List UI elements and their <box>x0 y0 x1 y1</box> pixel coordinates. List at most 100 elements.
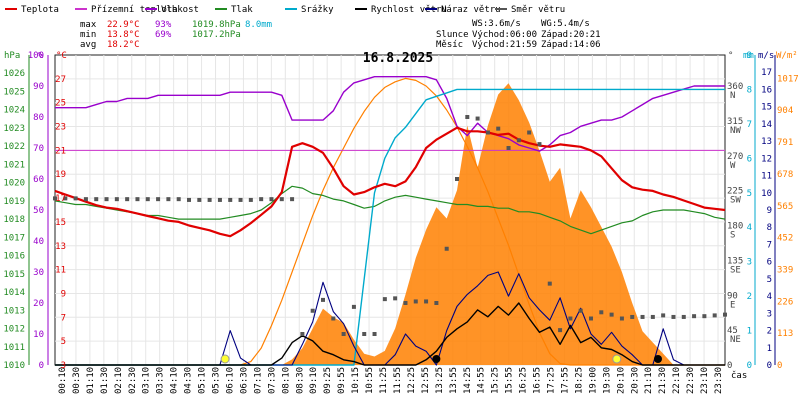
humidity-tick: 30 <box>33 268 44 278</box>
pressure-tick: 1020 <box>3 179 25 189</box>
stats-value: avg <box>80 40 96 50</box>
wind-dir-name: SW <box>730 196 741 206</box>
x-tick-label: 22:10 <box>672 367 682 394</box>
wind-dir-point <box>527 130 532 135</box>
solar-tick: 904 <box>777 106 793 116</box>
wind-speed-tick: 12 <box>761 154 772 164</box>
x-tick-label: 19:00 <box>588 367 598 394</box>
wind-dir-point <box>321 297 325 302</box>
temperature-tick: 3 <box>61 361 66 371</box>
pressure-tick: 1022 <box>3 142 25 152</box>
wind-dir-point <box>609 312 614 317</box>
wind-dir-point <box>650 314 655 319</box>
solar-tick: 452 <box>777 234 793 244</box>
wind-speed-tick: 14 <box>761 120 772 130</box>
wind-dir-tick: 270 <box>727 152 743 162</box>
stats-wind-speed: WS:3.6m/s <box>472 19 521 29</box>
humidity-tick: 40 <box>33 237 44 247</box>
wind-dir-tick: 225 <box>727 187 743 197</box>
x-tick-label: 12:55 <box>421 367 431 394</box>
rain-unit: mm <box>743 51 754 61</box>
wind-dir-point <box>681 314 686 319</box>
x-tick-label: 04:10 <box>170 367 180 394</box>
moon-marker <box>432 355 441 363</box>
wind-dir-name: N <box>730 91 735 101</box>
wind-dir-point <box>156 197 161 202</box>
wind-dir-point <box>516 138 521 143</box>
wind-dir-point <box>228 197 233 202</box>
stats-value: 13.8°C <box>107 30 140 40</box>
wind-dir-name: W <box>730 161 736 171</box>
pressure-tick: 1013 <box>3 306 25 316</box>
x-tick-label: 07:30 <box>267 367 277 394</box>
stats-value: 93% <box>155 20 172 30</box>
pressure-unit: hPa <box>4 51 20 61</box>
wind-dir-point <box>73 196 78 201</box>
wind-dir-point <box>331 316 336 321</box>
wind-dir-point <box>444 246 449 251</box>
temperature-tick: 25 <box>55 99 66 109</box>
wind-dir-tick: 90 <box>727 291 738 301</box>
humidity-tick: 70 <box>33 144 44 154</box>
solar-unit: W/m² <box>776 51 798 61</box>
pressure-tick: 1019 <box>3 197 25 207</box>
stats-sun-rise: Východ:06:00 <box>472 30 537 40</box>
pressure-tick: 1024 <box>3 106 25 116</box>
stats-sun-label: Slunce <box>436 30 469 40</box>
x-tick-label: 09:10 <box>309 367 319 394</box>
wind-dir-tick: 0 <box>727 361 732 371</box>
temperature-tick: 11 <box>55 266 66 276</box>
solar-tick: 678 <box>777 170 793 180</box>
series-layer <box>53 76 727 366</box>
wind-speed-tick: 13 <box>761 137 772 147</box>
humidity-tick: 20 <box>33 299 44 309</box>
chart-title: 16.8.2025 <box>363 51 433 66</box>
wind-dir-point <box>568 316 573 321</box>
wind-dir-point <box>207 197 212 202</box>
wind-speed-tick: 1 <box>767 344 772 354</box>
temperature-tick: 15 <box>55 218 66 228</box>
wind-speed-line <box>55 302 725 366</box>
sun-marker <box>220 354 230 364</box>
wind-dir-point <box>135 197 140 202</box>
wind-dir-point <box>475 116 480 121</box>
wind-dir-point <box>455 177 459 181</box>
wind-speed-tick: 6 <box>767 258 772 268</box>
humidity-line <box>55 76 725 152</box>
wind-dir-point <box>279 197 284 202</box>
x-tick-label: 17:25 <box>547 367 557 394</box>
wind-dir-point <box>465 115 470 119</box>
wind-dir-point <box>630 314 635 319</box>
temperature-tick: 5 <box>61 337 66 347</box>
wind-dir-point <box>248 197 253 202</box>
wind-dir-point <box>341 332 346 336</box>
pressure-tick: 1026 <box>3 69 25 79</box>
x-tick-label: 13:55 <box>449 367 459 394</box>
wind-dir-point <box>692 314 697 319</box>
humidity-tick: 50 <box>33 206 44 216</box>
wind-speed-tick: 15 <box>761 103 772 113</box>
stats-value: min <box>80 30 96 40</box>
wind-dir-point <box>104 197 109 202</box>
x-tick-label: 05:10 <box>198 367 208 394</box>
x-tick-label: 20:30 <box>630 367 640 394</box>
wind-dir-point <box>94 197 99 202</box>
wind-dir-point <box>238 197 243 202</box>
wind-speed-unit: m/s <box>758 51 774 61</box>
rain-tick: 2 <box>747 292 752 302</box>
wind-dir-point <box>619 316 624 321</box>
wind-dir-point <box>176 197 181 202</box>
pressure-tick: 1011 <box>3 343 25 353</box>
wind-speed-tick: 4 <box>767 292 772 302</box>
solar-radiation-area <box>55 83 725 365</box>
temperature-line <box>54 126 726 238</box>
rain-tick: 1 <box>747 327 752 337</box>
solar-tick: 113 <box>777 329 793 339</box>
wind-dir-point <box>125 197 130 202</box>
x-tick-label: 16:25 <box>519 367 529 394</box>
stats-moon-label: Měsíc <box>436 40 463 50</box>
wind-speed-tick: 0 <box>767 361 772 371</box>
humidity-tick: 10 <box>33 330 44 340</box>
